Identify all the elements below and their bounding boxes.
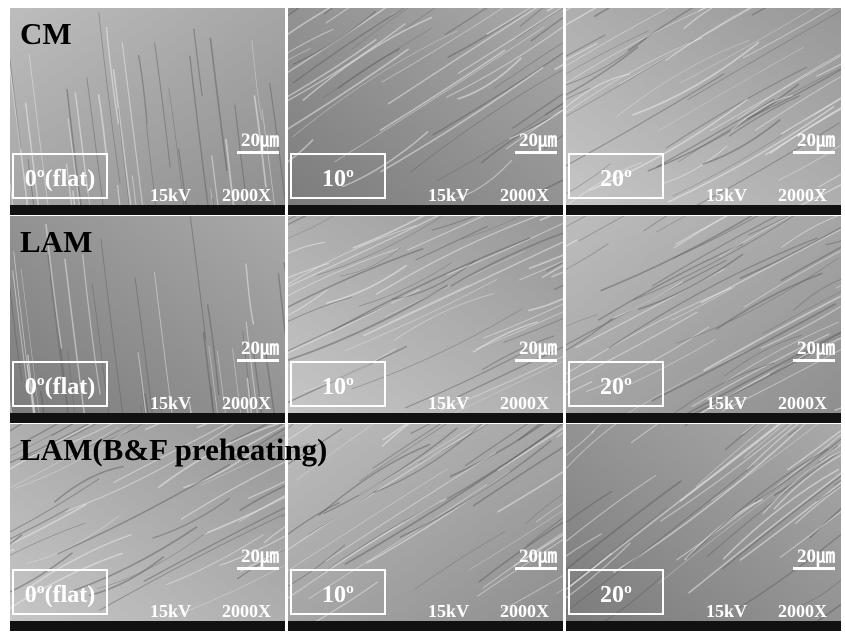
voltage-label: 15kV: [428, 393, 469, 413]
sem-figure: 20㎛ 0º(flat) 15kV 2000X 20㎛ 10º 15kV 2000X 20㎛ 20…: [0, 0, 845, 632]
row-label: LAM(B&F preheating): [20, 432, 327, 467]
magnification-label: 2000X: [500, 601, 549, 621]
voltage-label: 15kV: [428, 601, 469, 621]
scale-label: 20㎛: [241, 338, 279, 359]
angle-label: 10º: [322, 582, 354, 608]
scale-bar: [793, 359, 835, 362]
magnification-label: 2000X: [778, 601, 827, 621]
info-bar: [566, 205, 841, 215]
voltage-label: 15kV: [150, 601, 191, 621]
scale-bar: [237, 359, 279, 362]
scale-bar: [515, 151, 557, 154]
streak: [0, 412, 11, 447]
streak: [0, 416, 1, 450]
scale-label: 20㎛: [519, 130, 557, 151]
info-bar: [10, 621, 285, 631]
streak: [0, 398, 2, 612]
magnification-label: 2000X: [778, 393, 827, 413]
magnification-label: 2000X: [778, 185, 827, 205]
scale-bar: [793, 151, 835, 154]
voltage-label: 15kV: [706, 393, 747, 413]
info-bar: [288, 413, 563, 423]
angle-label: 20º: [600, 374, 632, 400]
voltage-label: 15kV: [428, 185, 469, 205]
scale-bar: [237, 151, 279, 154]
streak: [0, 24, 4, 128]
scale-label: 20㎛: [797, 546, 835, 567]
scale-bar: [515, 359, 557, 362]
info-bar: [10, 205, 285, 215]
row-label: LAM: [20, 224, 92, 259]
scale-bar: [793, 567, 835, 570]
angle-label: 0º(flat): [25, 374, 96, 400]
angle-label: 20º: [600, 166, 632, 192]
magnification-label: 2000X: [222, 185, 271, 205]
voltage-label: 15kV: [706, 185, 747, 205]
magnification-label: 2000X: [222, 393, 271, 413]
magnification-label: 2000X: [500, 185, 549, 205]
scale-label: 20㎛: [797, 338, 835, 359]
scale-label: 20㎛: [519, 338, 557, 359]
scale-bar: [237, 567, 279, 570]
angle-label: 10º: [322, 374, 354, 400]
scale-label: 20㎛: [241, 546, 279, 567]
streak: [479, 0, 586, 9]
scale-label: 20㎛: [241, 130, 279, 151]
streak: [842, 483, 845, 560]
angle-label: 20º: [600, 582, 632, 608]
angle-label: 10º: [322, 166, 354, 192]
scale-bar: [515, 567, 557, 570]
streak: [0, 257, 3, 361]
scale-label: 20㎛: [797, 130, 835, 151]
voltage-label: 15kV: [150, 393, 191, 413]
scale-label: 20㎛: [519, 546, 557, 567]
streak: [0, 261, 5, 341]
info-bar: [566, 621, 841, 631]
voltage-label: 15kV: [150, 185, 191, 205]
info-bar: [288, 205, 563, 215]
info-bar: [10, 413, 285, 423]
info-bar: [288, 621, 563, 631]
magnification-label: 2000X: [500, 393, 549, 413]
row-label: CM: [20, 16, 72, 51]
angle-label: 0º(flat): [25, 166, 96, 192]
voltage-label: 15kV: [706, 601, 747, 621]
angle-label: 0º(flat): [25, 582, 96, 608]
magnification-label: 2000X: [222, 601, 271, 621]
info-bar: [566, 413, 841, 423]
